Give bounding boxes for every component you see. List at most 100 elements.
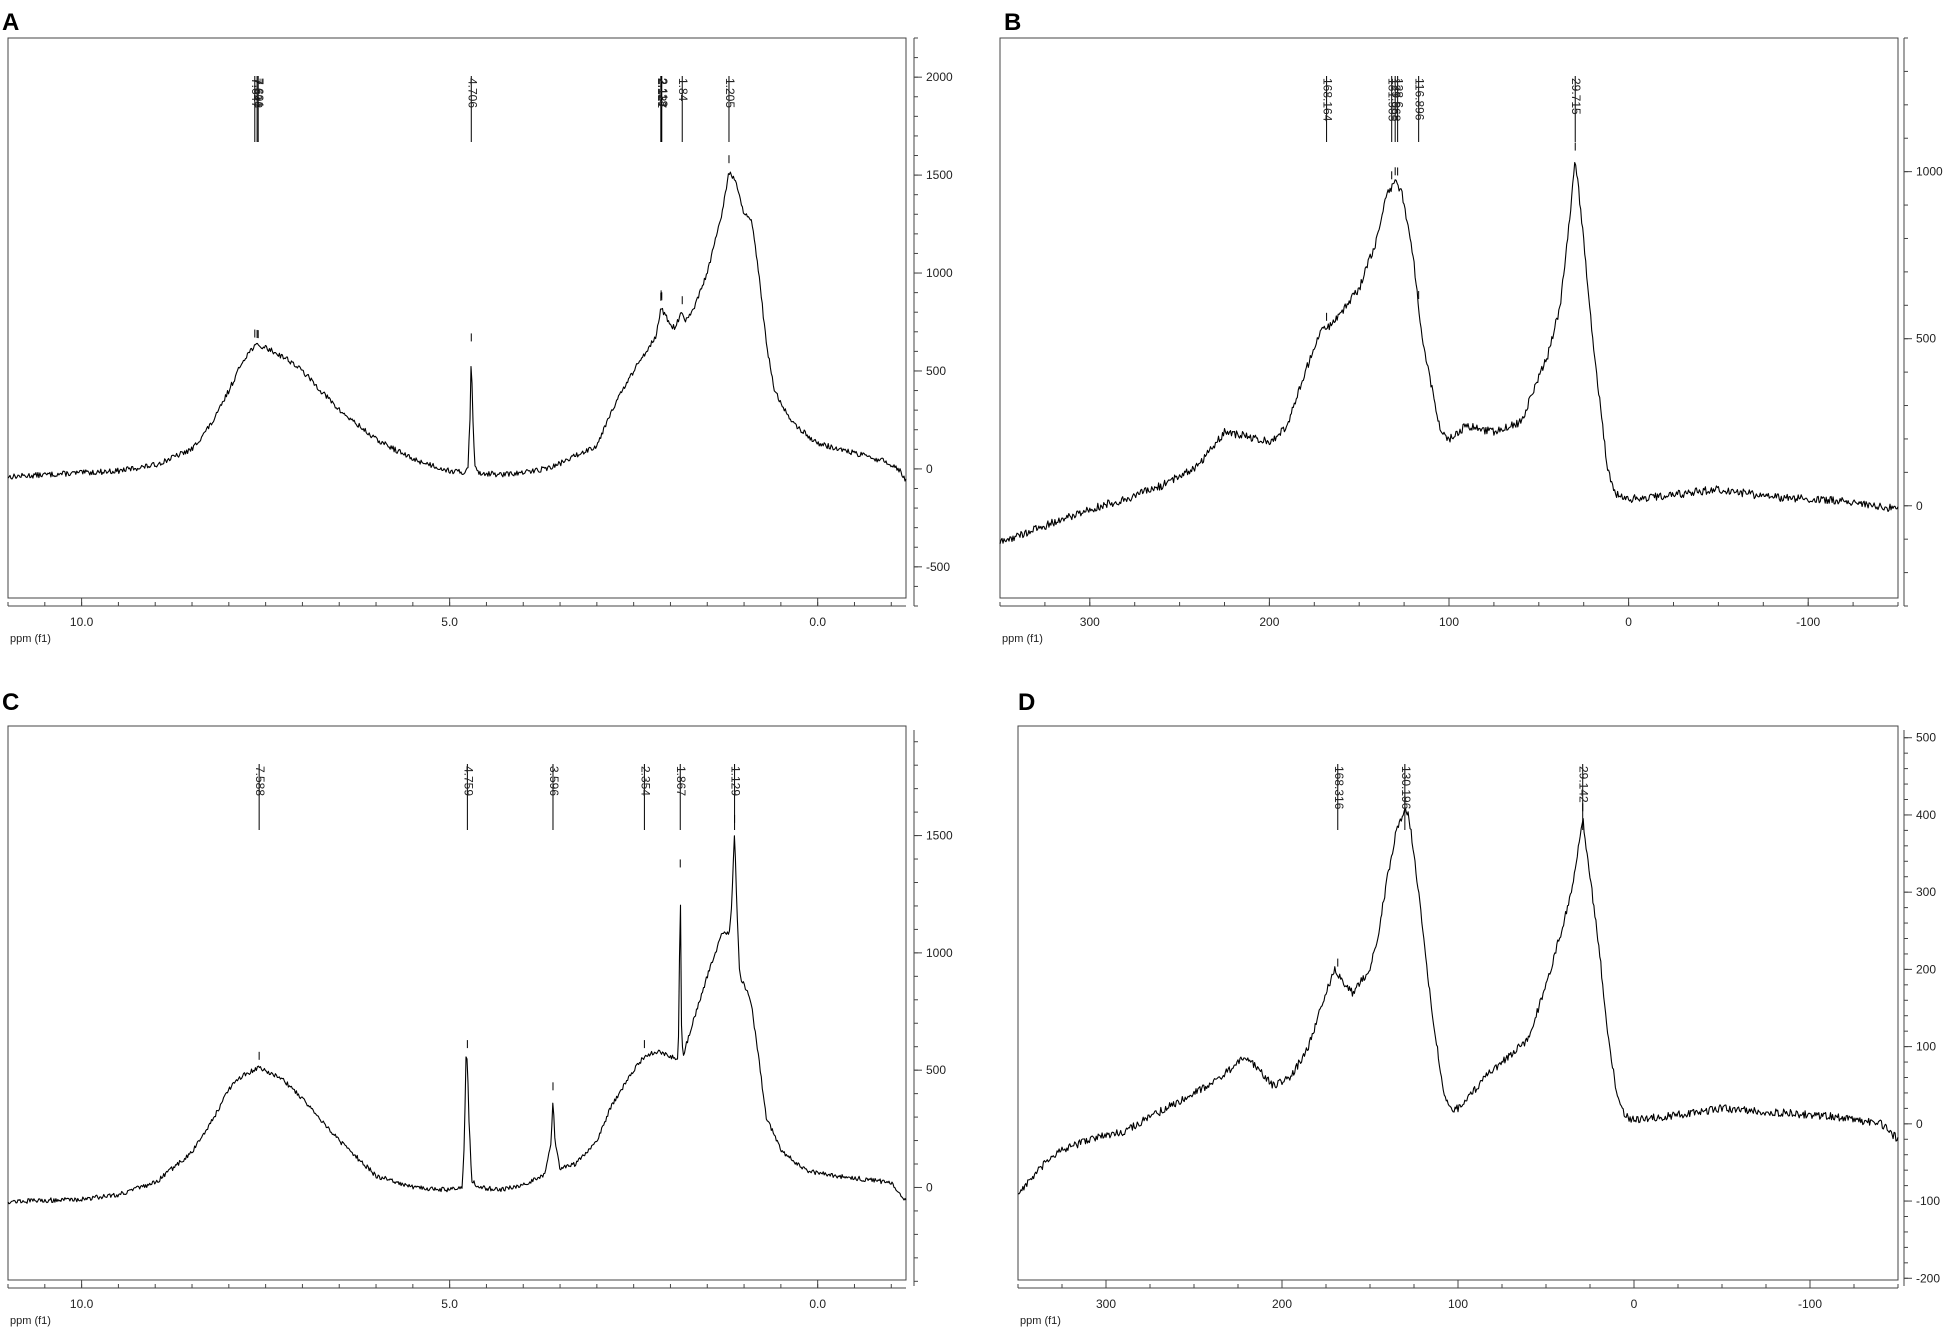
x-tick-label: 5.0 [441,615,458,629]
x-tick-label: 100 [1439,615,1459,629]
peak-pick: 116.896 [1413,76,1427,300]
x-tick-label: 300 [1096,1297,1116,1311]
x-axis: 10.0 5.0 0.0 ppm (f1) [7,1280,906,1327]
peak-pick: 168.316 [1332,764,1346,967]
peak-picks: 7.588 4.759 3.596 2.354 1.867 1.129 [253,764,743,1091]
y-tick-label: 1000 [926,946,953,960]
peak-pick: 7.588 [253,764,267,1060]
peak-pick-label: 4.706 [465,78,479,108]
peak-pick: 168.164 [1321,76,1335,321]
peak-pick-label: 128.6 [1392,78,1406,108]
x-axis-title: ppm (f1) [1020,1315,1061,1327]
panel-label: A [2,9,19,36]
y-tick-label: 1500 [926,168,953,182]
y-tick-label: 200 [1916,962,1936,976]
x-tick-label: 10.0 [70,1297,94,1311]
panel-c: C 0 500 1000 1500 10.0 5.0 0.0 ppm (f1) 7.588 4.75… [2,689,953,1327]
x-tick-label: 5.0 [441,1297,458,1311]
y-tick-label: 2000 [926,70,953,84]
y-axis: 0 500 1000 1500 [913,730,953,1286]
panel-label: B [1004,9,1021,36]
peak-pick-label: 1.129 [729,766,743,796]
x-tick-label: -100 [1796,615,1820,629]
peak-pick-label: 29.715 [1569,78,1583,115]
y-tick-label: 0 [926,1180,933,1194]
peak-pick: 29.142 [1577,764,1591,830]
x-tick-label: -100 [1798,1297,1822,1311]
y-tick-label: 0 [1916,1117,1923,1131]
peak-pick-label: 7.588 [253,766,267,796]
x-tick-label: 200 [1272,1297,1292,1311]
peak-pick-label: 1.867 [674,766,688,796]
peak-pick: 129.968 [1389,76,1403,176]
plot-frame [999,37,1899,599]
peak-pick-label: 3.596 [547,766,561,796]
peak-pick-label: 2.354 [638,766,652,796]
x-axis-title: ppm (f1) [10,1315,51,1327]
y-tick-label: -500 [926,560,950,574]
y-tick-label: 100 [1916,1040,1936,1054]
y-tick-label: 500 [1916,332,1936,346]
peak-pick-label: 168.164 [1321,78,1335,122]
panel-a: A -500 0 500 1000 1500 2000 10.0 5.0 0.0 ppm (f1) 7… [2,9,953,645]
y-tick-label: 500 [926,364,946,378]
y-axis: -200 -100 0 100 200 300 400 500 [1903,730,1940,1286]
spectrum-line [7,835,907,1205]
peak-pick: 1.867 [674,764,688,868]
peak-pick-label: 130.196 [1399,766,1413,810]
peak-picks: 7.6477.6167.6014.7062.1312.1272.1181.841… [249,76,737,342]
panel-label: C [2,689,19,716]
peak-pick-label: 168.316 [1332,766,1346,810]
peak-picks: 168.316 130.196 29.142 [1332,764,1591,967]
x-axis-title: ppm (f1) [10,633,51,645]
peak-pick: 2.118 [656,76,670,301]
x-tick-label: 200 [1259,615,1279,629]
peak-pick: 1.205 [723,76,737,164]
peak-pick: 4.759 [461,764,475,1049]
y-tick-label: 0 [1916,499,1923,513]
peak-pick: 7.647 [249,76,263,338]
x-tick-label: 300 [1080,615,1100,629]
y-tick-label: 1000 [926,266,953,280]
y-tick-label: 0 [926,462,933,476]
x-tick-label: 10.0 [70,615,94,629]
peak-pick-label: 2.118 [656,78,670,107]
peak-pick: 3.596 [547,764,561,1091]
peak-pick-label: 116.896 [1413,78,1427,121]
y-tick-label: 500 [1916,731,1936,745]
peak-pick-label: 7.601 [252,78,266,108]
spectrum-line [1017,807,1899,1195]
x-axis-title: ppm (f1) [1002,633,1043,645]
x-axis: 10.0 5.0 0.0 ppm (f1) [7,598,906,645]
y-tick-label: 1500 [926,829,953,843]
peak-pick-label: 131.905 [1386,78,1400,122]
spectrum-line [999,161,1899,545]
x-tick-label: 0 [1631,1297,1638,1311]
peak-pick-label: 1.84 [676,78,690,102]
panel-d: D -200 -100 0 100 200 300 400 500 300 200 100 0 -100 p… [1017,689,1940,1327]
y-tick-label: -100 [1916,1194,1940,1208]
y-axis: -500 0 500 1000 1500 2000 [913,37,953,607]
x-tick-label: 0.0 [809,1297,826,1311]
peak-pick: 29.715 [1569,76,1583,151]
peak-pick: 2.354 [638,764,652,1049]
panel-label: D [1018,689,1035,716]
peak-pick: 128.6 [1392,76,1406,176]
y-tick-label: 300 [1916,885,1936,899]
plot-frame [1017,725,1899,1281]
y-axis: 0 500 1000 [1903,37,1943,607]
x-tick-label: 0.0 [809,615,826,629]
x-axis: 300 200 100 0 -100 ppm (f1) [1017,1280,1899,1327]
y-tick-label: -200 [1916,1271,1940,1285]
peak-pick: 1.129 [729,764,743,830]
y-tick-label: 1000 [1916,165,1943,179]
peak-pick: 131.905 [1386,76,1400,180]
peak-pick-label: 7.647 [249,78,263,108]
spectrum-line [7,171,907,482]
x-tick-label: 100 [1448,1297,1468,1311]
plot-frame [7,725,907,1281]
peak-pick: 130.196 [1399,764,1413,830]
